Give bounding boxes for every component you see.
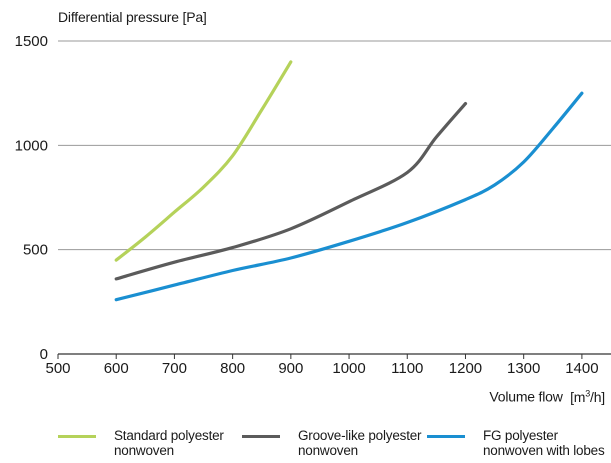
y-tick-label-500: 500 (23, 242, 48, 259)
x-tick-label-800: 800 (220, 360, 245, 377)
y-tick-label-1000: 1000 (15, 137, 48, 154)
y-axis-label: Differential pressure [Pa] (58, 9, 207, 25)
legend-label-groove: Groove-like polyester nonwoven (298, 428, 422, 458)
gridlines (58, 40, 611, 251)
x-tick-label-1200: 1200 (449, 360, 482, 377)
x-tick-label-1400: 1400 (565, 360, 598, 377)
legend-item-groove: Groove-like polyester nonwoven (242, 428, 458, 458)
legend-swatch-fg (427, 435, 465, 438)
series-line-1 (114, 102, 468, 281)
x-axis-label-text: Volume flow (489, 388, 563, 405)
series-line-2 (114, 91, 584, 302)
series-line-0 (114, 60, 293, 262)
x-tick-labels: 500 600 700 800 900 1000 1100 1200 1300 1400 (45, 360, 598, 377)
x-tick-label-1000: 1000 (332, 360, 365, 377)
x-axis-label: Volume flow [m3/h] (489, 388, 605, 405)
y-tick-labels: 0 500 1000 1500 (15, 33, 48, 363)
x-tick-label-600: 600 (104, 360, 129, 377)
legend-swatch-standard (58, 435, 96, 438)
legend: Standard polyester nonwoven Groove-like … (0, 428, 611, 463)
legend-swatch-groove (242, 435, 280, 438)
y-tick-label-1500: 1500 (15, 33, 48, 50)
legend-item-fg: FG polyester nonwoven with lobes (427, 428, 611, 458)
series-lines (114, 60, 584, 302)
x-tick-label-700: 700 (162, 360, 187, 377)
x-tick-label-900: 900 (278, 360, 303, 377)
x-axis-unit: [m3/h] (570, 388, 605, 405)
x-tick-label-500: 500 (45, 360, 70, 377)
x-axis (57, 353, 611, 359)
y-tick-label-0: 0 (40, 346, 48, 363)
legend-label-standard: Standard polyester nonwoven (114, 428, 224, 458)
x-tick-label-1100: 1100 (391, 360, 423, 377)
legend-label-fg: FG polyester nonwoven with lobes (483, 428, 605, 458)
x-tick-label-1300: 1300 (507, 360, 540, 377)
legend-item-standard: Standard polyester nonwoven (58, 428, 274, 458)
